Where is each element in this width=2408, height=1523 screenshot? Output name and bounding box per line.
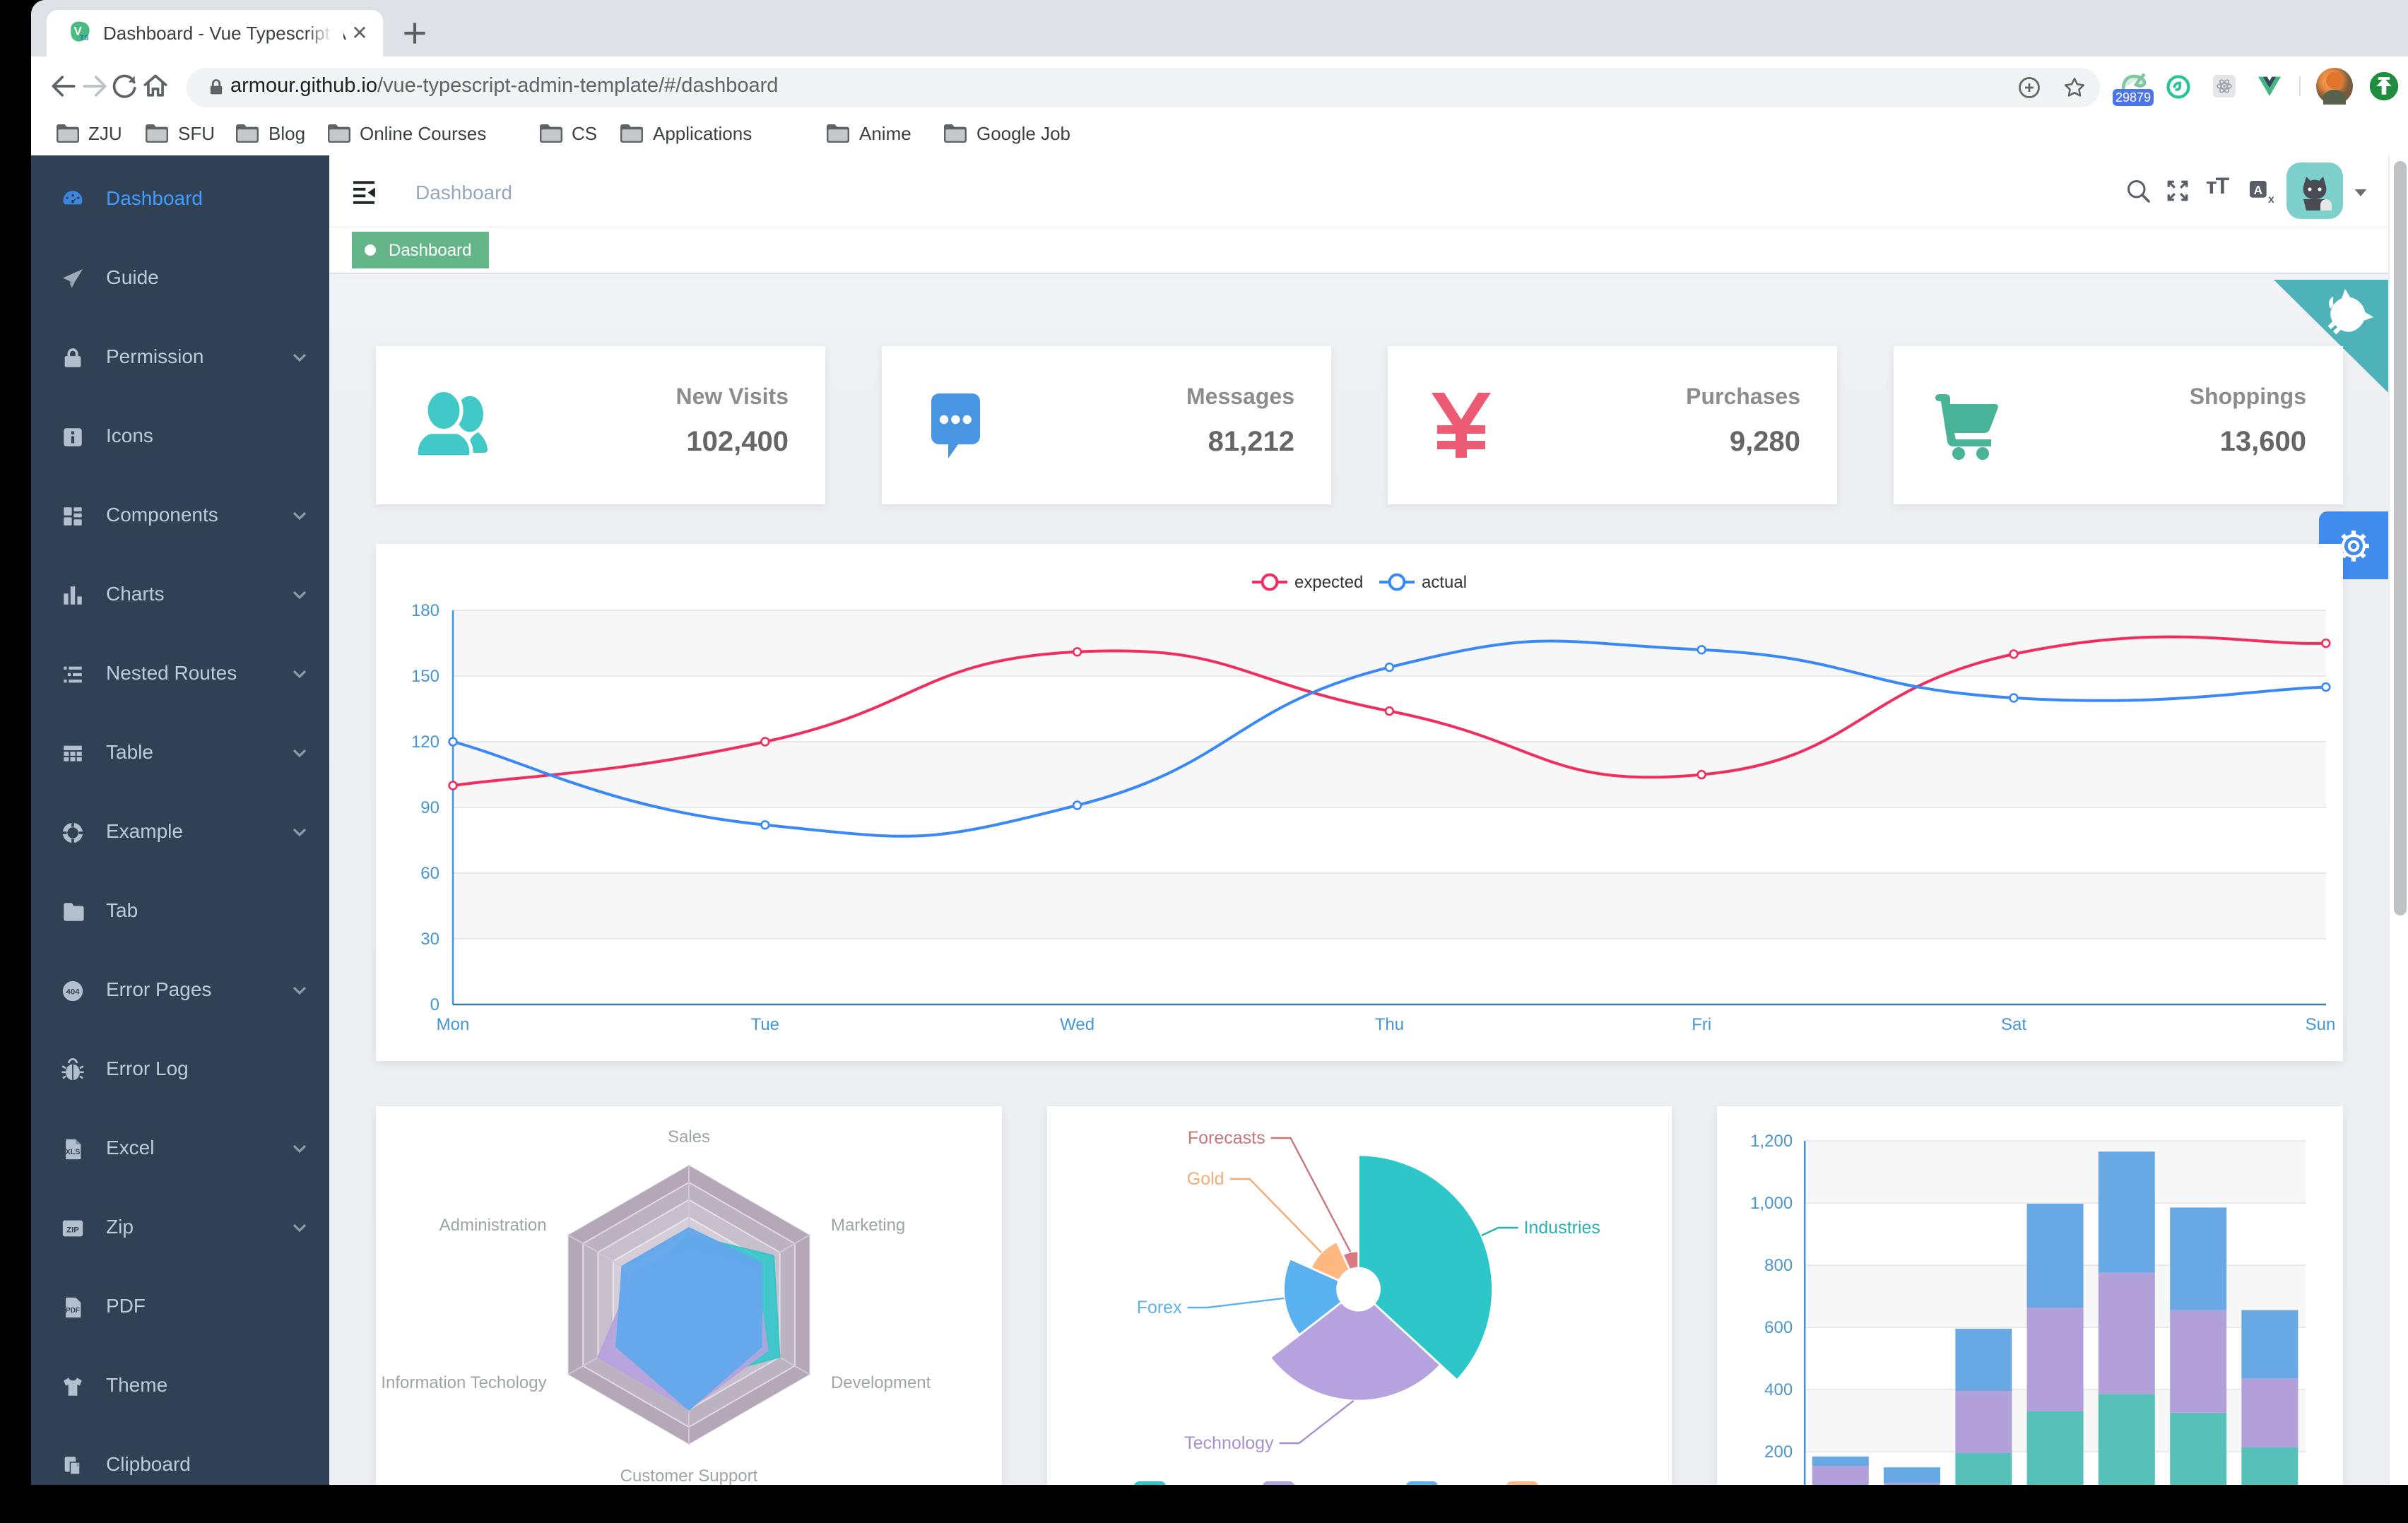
svg-text:404: 404 [66,988,81,996]
svg-text:Sun: Sun [2306,1014,2336,1033]
svg-text:Gold: Gold [1186,1169,1224,1189]
svg-text:Wed: Wed [1060,1014,1094,1033]
svg-text:600: 600 [1765,1318,1793,1337]
svg-text:Tue: Tue [751,1014,779,1033]
svg-text:90: 90 [420,798,439,817]
svg-text:Sales: Sales [668,1127,710,1146]
svg-text:Development: Development [831,1373,931,1392]
svg-text:Gold: Gold [1557,1483,1593,1485]
svg-text:Customer Support: Customer Support [620,1466,758,1485]
svg-text:120: 120 [411,732,439,751]
svg-text:actual: actual [1422,572,1467,591]
svg-text:Industries: Industries [1523,1218,1600,1238]
svg-text:Forex: Forex [1456,1483,1499,1485]
svg-text:1,200: 1,200 [1751,1132,1793,1151]
svg-text:Fri: Fri [1692,1014,1711,1033]
svg-text:30: 30 [420,929,439,948]
svg-text:Administration: Administration [439,1216,547,1235]
svg-text:60: 60 [420,863,439,882]
svg-text:PDF: PDF [66,1307,80,1315]
svg-text:Industries: Industries [1184,1483,1258,1485]
svg-text:V: V [74,24,83,37]
svg-text:TS: TS [80,34,89,42]
svg-text:Thu: Thu [1375,1014,1404,1033]
svg-text:ZIP: ZIP [66,1226,79,1235]
svg-text:Sat: Sat [2001,1014,2026,1033]
svg-text:x: x [2268,194,2274,205]
svg-text:Technology: Technology [1184,1433,1274,1453]
svg-text:A: A [2254,183,2263,197]
svg-text:400: 400 [1765,1380,1793,1399]
svg-text:1,000: 1,000 [1751,1194,1793,1213]
svg-text:Forecasts: Forecasts [1187,1128,1265,1148]
svg-text:0: 0 [430,995,439,1014]
svg-text:180: 180 [411,600,439,620]
svg-text:Information Techology: Information Techology [381,1373,546,1392]
svg-text:XLS: XLS [66,1148,81,1156]
svg-text:expected: expected [1294,572,1363,591]
svg-text:Technology: Technology [1313,1483,1398,1485]
svg-text:200: 200 [1765,1442,1793,1462]
svg-text:Marketing: Marketing [831,1216,905,1235]
svg-text:150: 150 [411,666,439,685]
svg-text:Mon: Mon [437,1014,470,1033]
svg-text:Forex: Forex [1136,1298,1181,1317]
svg-text:800: 800 [1765,1256,1793,1275]
